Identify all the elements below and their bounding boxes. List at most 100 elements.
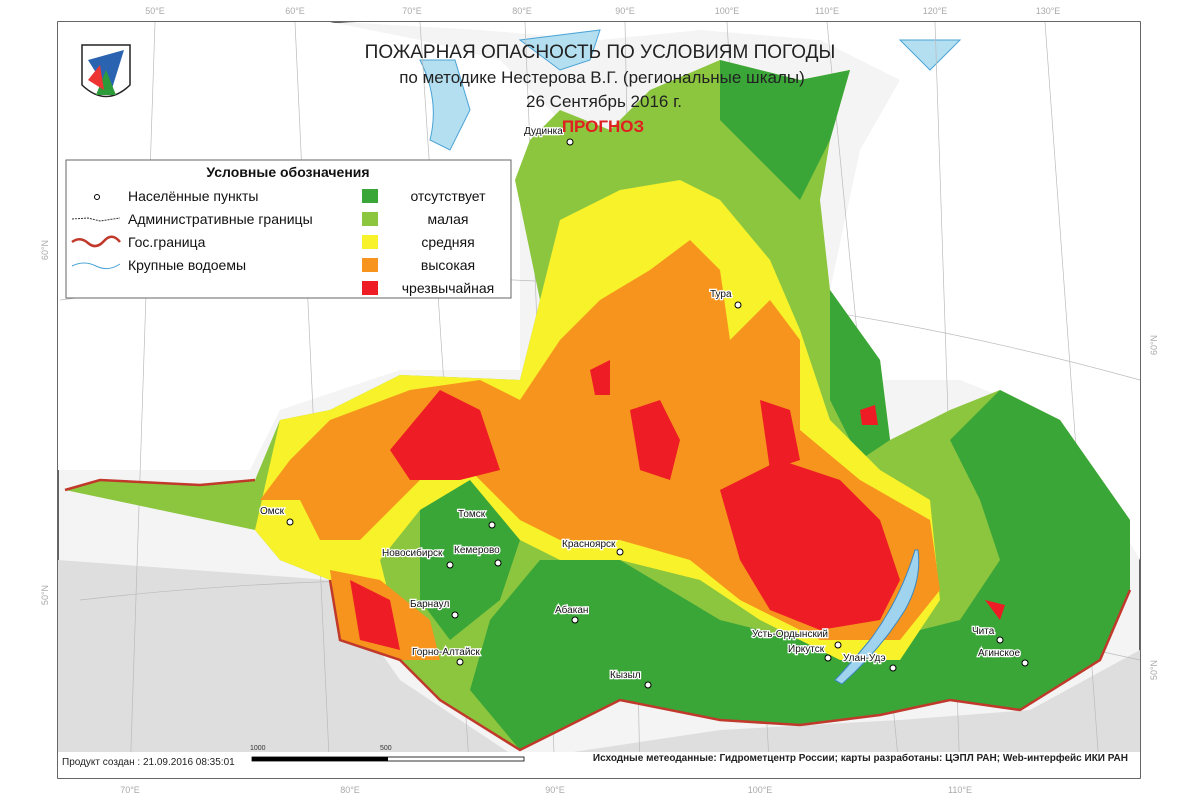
legend-swatch <box>362 258 378 272</box>
legend-symbol <box>94 194 100 200</box>
city-marker <box>571 616 579 624</box>
city-marker <box>616 548 624 556</box>
footer-bg <box>58 752 1140 778</box>
title: ПОЖАРНАЯ ОПАСНОСТЬ ПО УСЛОВИЯМ ПОГОДЫ <box>365 42 836 63</box>
danger-zone <box>760 400 800 470</box>
graticule-label: 80°E <box>340 785 360 795</box>
graticule-label: 60°N <box>40 240 50 260</box>
lake-baikal <box>834 549 920 685</box>
scale-label: 500 <box>380 745 392 752</box>
danger-zone <box>390 390 500 480</box>
legend-swatch <box>362 281 378 295</box>
water <box>419 29 962 151</box>
graticule-label: 50°E <box>145 6 165 16</box>
legend-label: высокая <box>421 257 475 273</box>
graticule-label: 70°E <box>120 785 140 795</box>
legend-box <box>65 159 512 299</box>
scale-bar: 1000 500 <box>250 745 525 762</box>
legend-label: чрезвычайная <box>402 280 494 296</box>
legend-label: малая <box>428 211 469 227</box>
city-label: Томск <box>458 509 486 520</box>
graticule-label: 110°E <box>948 785 972 795</box>
legend-symbol <box>71 235 121 248</box>
subtitle: по методике Нестерова В.Г. (региональные… <box>399 68 805 87</box>
graticule-label: 120°E <box>923 6 948 16</box>
danger-zone <box>860 405 878 425</box>
danger-zones <box>65 60 1130 750</box>
graticule-label: 90°E <box>545 785 565 795</box>
graticule-label: 100°E <box>748 785 773 795</box>
graticule-label: 110°E <box>815 6 839 16</box>
foreign-land <box>58 560 1140 778</box>
city-label: Горно-Алтайск <box>412 647 480 658</box>
danger-zone <box>720 460 900 630</box>
city-label: Барнаул <box>410 599 449 610</box>
city-label: Усть-Ордынский <box>752 629 828 640</box>
footer-created: Продукт создан : 21.09.2016 08:35:01 <box>62 757 235 768</box>
city-label: Агинское <box>978 648 1020 659</box>
cities: Дудинка Тура Омск Томск Новосибирск Кеме… <box>259 125 1029 689</box>
city-marker <box>824 654 832 662</box>
legend-label: Крупные водоемы <box>128 257 246 273</box>
danger-zone <box>470 390 1130 750</box>
city-label: Омск <box>260 506 285 517</box>
city-marker <box>488 521 496 529</box>
city-marker <box>996 636 1004 644</box>
legend: Условные обозначения Населённые пункты Ад… <box>65 159 512 299</box>
city-label: Кызыл <box>610 670 641 681</box>
city-label: Чита <box>972 626 995 637</box>
city-label: Красноярск <box>562 539 616 550</box>
legend-label: Гос.граница <box>128 234 206 250</box>
city-label: Улан-Удэ <box>843 653 886 664</box>
date: 26 Сентябрь 2016 г. <box>526 92 682 111</box>
footer-source: Исходные метеоданные: Гидрометцентр Росс… <box>593 752 1128 764</box>
graticule-label: 80°E <box>512 6 532 16</box>
danger-zone <box>630 400 680 480</box>
scale-label: 1000 <box>250 745 266 752</box>
land <box>58 22 1140 560</box>
graticule-labels: 50°E 60°E 70°E 80°E 90°E 100°E 110°E 120°E 130°E… <box>40 6 1159 795</box>
danger-zone <box>420 480 520 640</box>
city-marker <box>446 561 454 569</box>
graticule-label: 60°N <box>1149 335 1159 355</box>
city-marker <box>456 658 464 666</box>
graticule-label: 60°E <box>285 6 305 16</box>
danger-zone <box>985 600 1005 620</box>
city-label: Дудинка <box>524 126 563 137</box>
state-border <box>64 478 1132 752</box>
legend-swatch <box>362 189 378 203</box>
legend-symbol <box>71 217 121 222</box>
city-label: Иркутск <box>788 644 825 655</box>
danger-zone <box>350 580 400 650</box>
city-marker <box>889 664 897 672</box>
city-marker <box>451 611 459 619</box>
graticule-label: 100°E <box>715 6 740 16</box>
graticule-label: 50°N <box>1149 660 1159 680</box>
legend-label: средняя <box>421 234 474 250</box>
legend-label: Населённые пункты <box>128 188 258 204</box>
city-label: Кемерово <box>454 545 500 556</box>
legend-label: Административные границы <box>128 211 313 227</box>
graticule-label: 70°E <box>402 6 422 16</box>
forecast: ПРОГНОЗ <box>562 117 644 136</box>
legend-label: отсутствует <box>410 188 486 204</box>
city-label: Новосибирск <box>382 547 443 559</box>
city-label: Тура <box>710 289 732 300</box>
danger-zone <box>590 360 610 395</box>
graticule-label: 90°E <box>615 6 635 16</box>
logo <box>81 44 131 98</box>
city-label: Абакан <box>555 604 588 616</box>
city-marker <box>834 641 842 649</box>
graticule-label: 50°N <box>40 585 50 605</box>
graticule-label: 130°E <box>1036 6 1061 16</box>
legend-swatch <box>362 212 378 226</box>
legend-title: Условные обозначения <box>206 164 369 180</box>
city-marker <box>566 138 574 146</box>
city-marker <box>1021 659 1029 667</box>
city-marker <box>286 518 294 526</box>
legend-symbol <box>71 262 121 270</box>
city-marker <box>494 559 502 567</box>
danger-zone <box>720 60 850 200</box>
